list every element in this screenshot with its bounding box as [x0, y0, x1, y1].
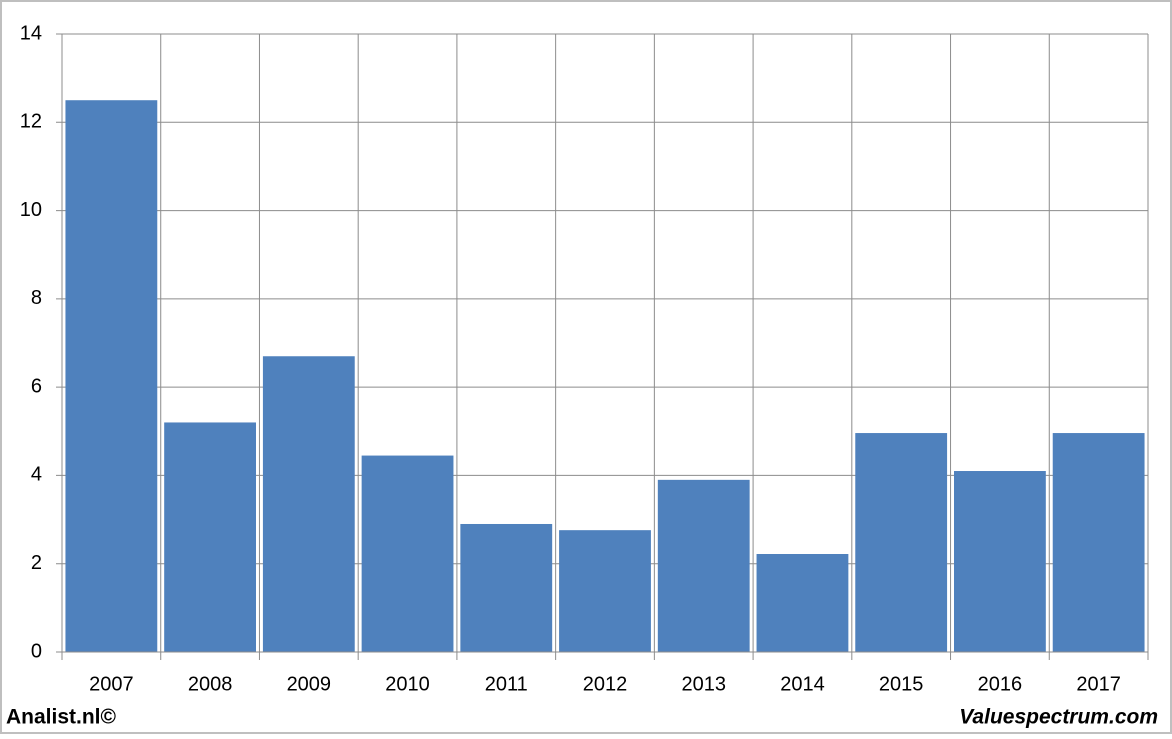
x-tick-label: 2016: [978, 673, 1023, 695]
bar: [559, 530, 651, 652]
x-tick-label: 2010: [385, 673, 430, 695]
bar: [164, 422, 256, 652]
bar: [954, 471, 1046, 652]
bar: [65, 100, 158, 652]
bar: [756, 554, 849, 652]
left-credit: Analist.nl©: [6, 706, 117, 729]
x-tick-label: 2007: [89, 673, 134, 695]
y-tick-label: 6: [31, 375, 42, 397]
x-tick-label: 2014: [780, 673, 825, 695]
bar: [657, 479, 750, 652]
x-tick-label: 2012: [583, 673, 628, 695]
x-tick-label: 2013: [681, 673, 726, 695]
x-tick-label: 2015: [879, 673, 924, 695]
x-tick-label: 2008: [188, 673, 233, 695]
y-tick-label: 8: [31, 287, 42, 309]
bar: [262, 356, 355, 652]
bar: [1052, 433, 1145, 652]
y-tick-label: 4: [31, 464, 42, 486]
bar: [855, 433, 948, 652]
x-tick-label: 2017: [1076, 673, 1121, 695]
bar: [460, 523, 553, 652]
x-tick-label: 2009: [287, 673, 332, 695]
y-tick-label: 14: [20, 22, 42, 44]
y-tick-label: 0: [31, 640, 42, 662]
bar: [361, 455, 454, 652]
x-tick-label: 2011: [485, 673, 528, 695]
y-tick-label: 10: [20, 199, 42, 221]
y-tick-label: 2: [31, 552, 42, 574]
y-tick-label: 12: [20, 111, 42, 133]
right-credit: Valuespectrum.com: [959, 706, 1158, 729]
